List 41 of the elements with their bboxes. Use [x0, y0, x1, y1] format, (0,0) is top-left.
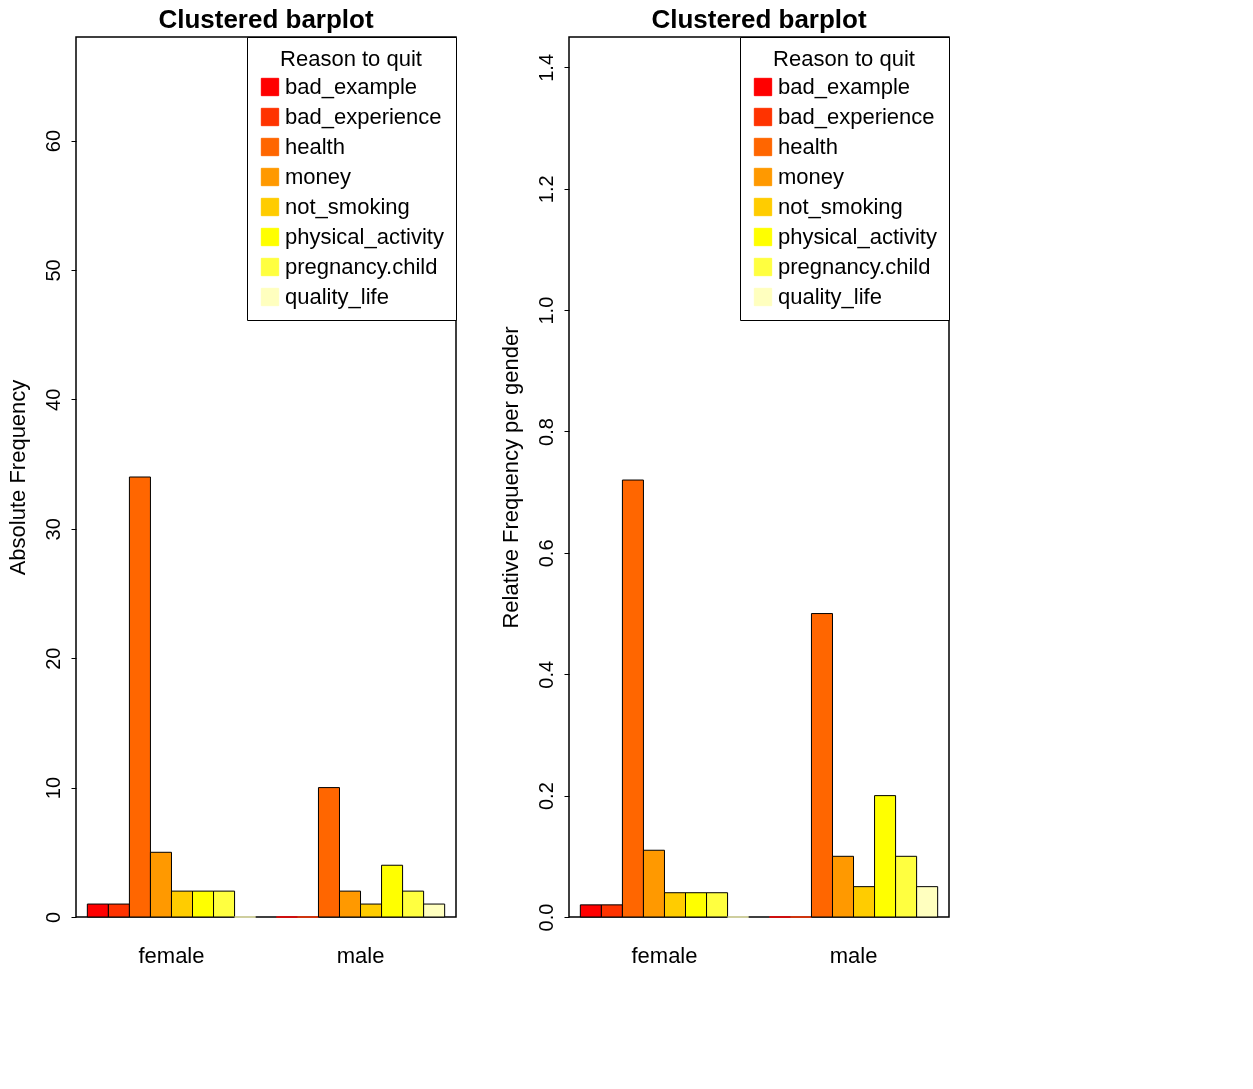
- legend-label: bad_example: [285, 74, 418, 99]
- y-tick-label: 40: [41, 388, 64, 411]
- y-tick-label: 0.2: [534, 782, 557, 811]
- legend-label: pregnancy.child: [285, 254, 438, 279]
- legend-label: physical_activity: [285, 224, 444, 249]
- legend-label: not_smoking: [285, 194, 410, 219]
- legend-label: money: [778, 164, 845, 189]
- y-tick-label: 0.4: [534, 660, 557, 689]
- legend-label: quality_life: [778, 284, 882, 309]
- y-tick-label: 1.2: [534, 175, 557, 204]
- legend-label: health: [285, 134, 345, 159]
- x-tick-label: female: [631, 942, 698, 968]
- legend-label: pregnancy.child: [778, 254, 931, 279]
- x-tick-label: female: [138, 942, 205, 968]
- legend-label: bad_example: [778, 74, 911, 99]
- y-tick-label: 60: [41, 129, 64, 153]
- y-tick-label: 50: [41, 259, 64, 282]
- legend-label: physical_activity: [778, 224, 937, 249]
- legend-title: Reason to quit: [773, 46, 915, 71]
- y-axis-title: Absolute Frequency: [4, 379, 30, 576]
- y-tick-label: 0.6: [534, 539, 557, 568]
- legend-label: health: [778, 134, 838, 159]
- legend-title: Reason to quit: [280, 46, 422, 71]
- y-tick-label: 1.4: [534, 53, 557, 82]
- legend-label: quality_life: [285, 284, 389, 309]
- y-tick-label: 0.8: [534, 418, 557, 446]
- legend-label: bad_experience: [285, 104, 442, 129]
- y-tick-label: 30: [41, 518, 64, 541]
- legend-label: money: [285, 164, 352, 189]
- y-tick-label: 20: [41, 647, 64, 670]
- y-tick-label: 0: [41, 911, 64, 924]
- y-tick-label: 0.0: [534, 903, 557, 932]
- legend-label: bad_experience: [778, 104, 935, 129]
- x-tick-label: male: [829, 942, 878, 968]
- chart-title: Clustered barplot: [651, 3, 867, 34]
- legend-label: not_smoking: [778, 194, 903, 219]
- y-tick-label: 1.0: [534, 296, 557, 325]
- chart-title: Clustered barplot: [158, 3, 374, 34]
- y-axis-title: Relative Frequency per gender: [497, 326, 523, 629]
- y-tick-label: 10: [41, 776, 64, 800]
- x-tick-label: male: [336, 942, 385, 968]
